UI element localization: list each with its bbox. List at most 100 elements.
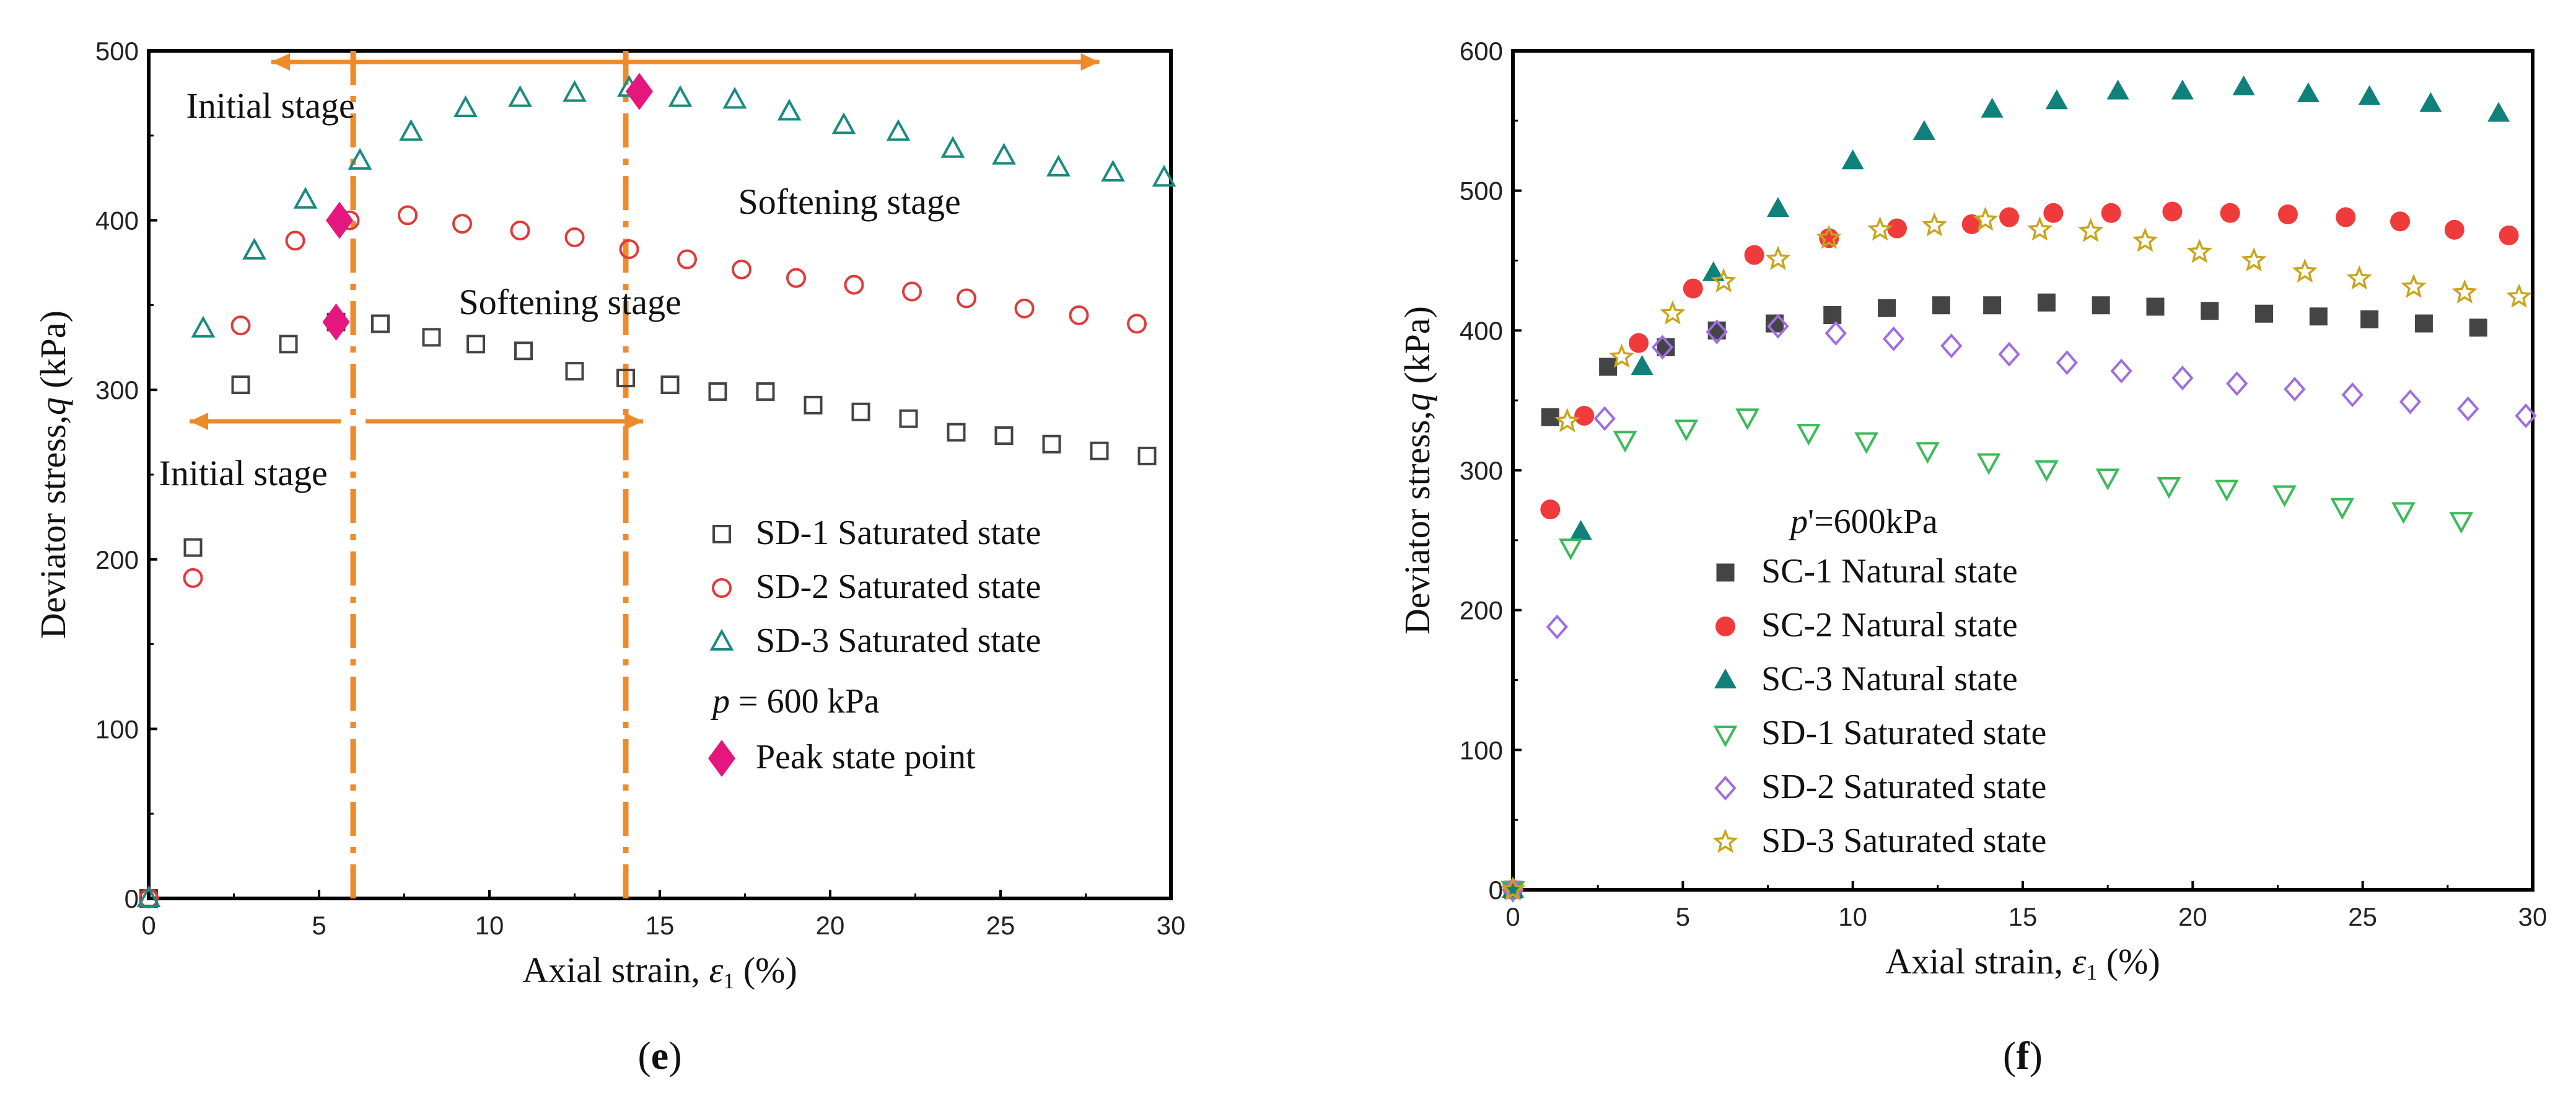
data-point bbox=[732, 259, 751, 279]
x-axis-symbol: ε bbox=[709, 950, 723, 990]
data-point bbox=[1735, 408, 1759, 431]
data-point bbox=[1500, 876, 1526, 901]
data-point bbox=[1127, 314, 1147, 334]
data-point bbox=[902, 281, 922, 302]
data-point bbox=[422, 328, 441, 347]
data-point bbox=[230, 315, 251, 336]
data-point bbox=[2056, 350, 2078, 375]
data-point bbox=[2330, 498, 2355, 520]
y-axis-symbol: q bbox=[33, 397, 73, 415]
legend-marker bbox=[1716, 563, 1735, 582]
series-peak-state-point bbox=[322, 72, 653, 341]
y-tick-label: 0 bbox=[1489, 876, 1503, 905]
data-point bbox=[183, 568, 203, 588]
y-axis-title-text: Deviator stress, bbox=[1397, 411, 1437, 634]
condition-value: '=600kPa bbox=[1808, 503, 1938, 541]
x-tick-label: 20 bbox=[816, 911, 845, 940]
x-axis-title: Axial strain, ε1 (%) bbox=[522, 950, 797, 993]
data-point bbox=[1921, 212, 1947, 237]
legend-entry: SD-3 Saturated state bbox=[756, 621, 1041, 660]
data-point bbox=[677, 249, 697, 270]
annotation-initial-stage-upper: Initial stage bbox=[186, 86, 355, 126]
data-point bbox=[722, 87, 747, 109]
data-point bbox=[2449, 512, 2474, 534]
data-point bbox=[1574, 405, 1595, 426]
y-tick-label: 500 bbox=[1460, 177, 1503, 206]
data-point bbox=[2201, 302, 2219, 320]
data-point bbox=[1046, 154, 1071, 177]
data-point bbox=[2220, 203, 2240, 223]
data-point bbox=[1983, 296, 2002, 315]
data-point bbox=[510, 221, 530, 241]
y-tick-label: 300 bbox=[95, 375, 139, 405]
data-point bbox=[1599, 358, 1618, 376]
data-point bbox=[708, 382, 727, 401]
legend-condition: p = 600 kPa bbox=[710, 682, 880, 721]
data-point bbox=[940, 136, 965, 158]
y-tick-label: 400 bbox=[95, 206, 139, 235]
data-point bbox=[1629, 333, 1649, 353]
data-point bbox=[1932, 296, 1950, 315]
legend-entry: SD-2 Saturated state bbox=[756, 568, 1041, 606]
x-tick-label: 5 bbox=[312, 911, 326, 940]
data-point bbox=[2232, 75, 2255, 95]
data-point bbox=[2414, 314, 2433, 333]
data-point bbox=[1854, 432, 1879, 454]
data-point bbox=[2444, 219, 2464, 240]
x-axis-symbol: ε bbox=[2072, 941, 2086, 981]
panel-label-close: ) bbox=[668, 1034, 681, 1078]
data-point bbox=[2277, 204, 2298, 225]
data-point bbox=[1137, 446, 1157, 465]
data-point bbox=[136, 885, 161, 907]
data-point bbox=[2035, 460, 2059, 482]
plot-frame bbox=[1511, 49, 2534, 892]
annotation-softening-stage-upper: Softening stage bbox=[738, 182, 961, 222]
y-tick-label: 200 bbox=[1460, 596, 1503, 625]
series-sd-1-saturated-state bbox=[139, 312, 1157, 908]
data-point bbox=[2045, 89, 2068, 110]
data-point bbox=[1558, 538, 1583, 561]
condition-symbol: p bbox=[710, 682, 730, 721]
upper-initial-arrow-head bbox=[271, 53, 290, 71]
legend-marker bbox=[709, 628, 734, 651]
data-point bbox=[2092, 296, 2110, 315]
data-point bbox=[2037, 293, 2056, 312]
data-point bbox=[844, 274, 864, 295]
data-point bbox=[1867, 216, 1893, 241]
data-point bbox=[668, 85, 693, 107]
data-point bbox=[1882, 326, 1905, 351]
data-point bbox=[2341, 382, 2364, 408]
y-tick-label: 0 bbox=[125, 884, 139, 913]
legend-marker bbox=[1712, 828, 1738, 853]
data-point bbox=[2101, 203, 2121, 223]
data-point bbox=[1613, 431, 1637, 453]
data-point bbox=[886, 119, 911, 141]
data-point bbox=[947, 423, 966, 442]
y-tick-label: 500 bbox=[95, 37, 139, 66]
x-axis-subscript: 1 bbox=[2086, 960, 2097, 985]
lower-initial-arrow-head bbox=[190, 413, 208, 430]
data-point bbox=[1999, 207, 2020, 227]
data-point bbox=[1706, 319, 1728, 345]
data-point bbox=[2214, 480, 2239, 502]
data-point bbox=[2346, 265, 2372, 290]
data-point bbox=[2078, 217, 2104, 242]
x-axis-title-text: Axial strain, bbox=[1885, 941, 2072, 981]
data-point bbox=[1554, 408, 1580, 432]
data-point bbox=[565, 362, 584, 381]
data-point bbox=[804, 395, 823, 415]
data-point bbox=[2515, 403, 2537, 429]
data-point bbox=[285, 230, 305, 251]
data-point bbox=[2110, 358, 2132, 384]
x-tick-label: 10 bbox=[1838, 902, 1867, 931]
y-axis-symbol: q bbox=[1397, 393, 1437, 411]
panel-label-letter: e bbox=[651, 1034, 668, 1078]
data-point bbox=[1569, 520, 1592, 540]
panel-label-open: ( bbox=[637, 1034, 651, 1078]
data-point bbox=[2284, 377, 2306, 402]
lower-softening-arrow-head bbox=[624, 413, 643, 430]
data-point bbox=[626, 72, 653, 110]
panel-label: (e) bbox=[637, 1034, 681, 1078]
